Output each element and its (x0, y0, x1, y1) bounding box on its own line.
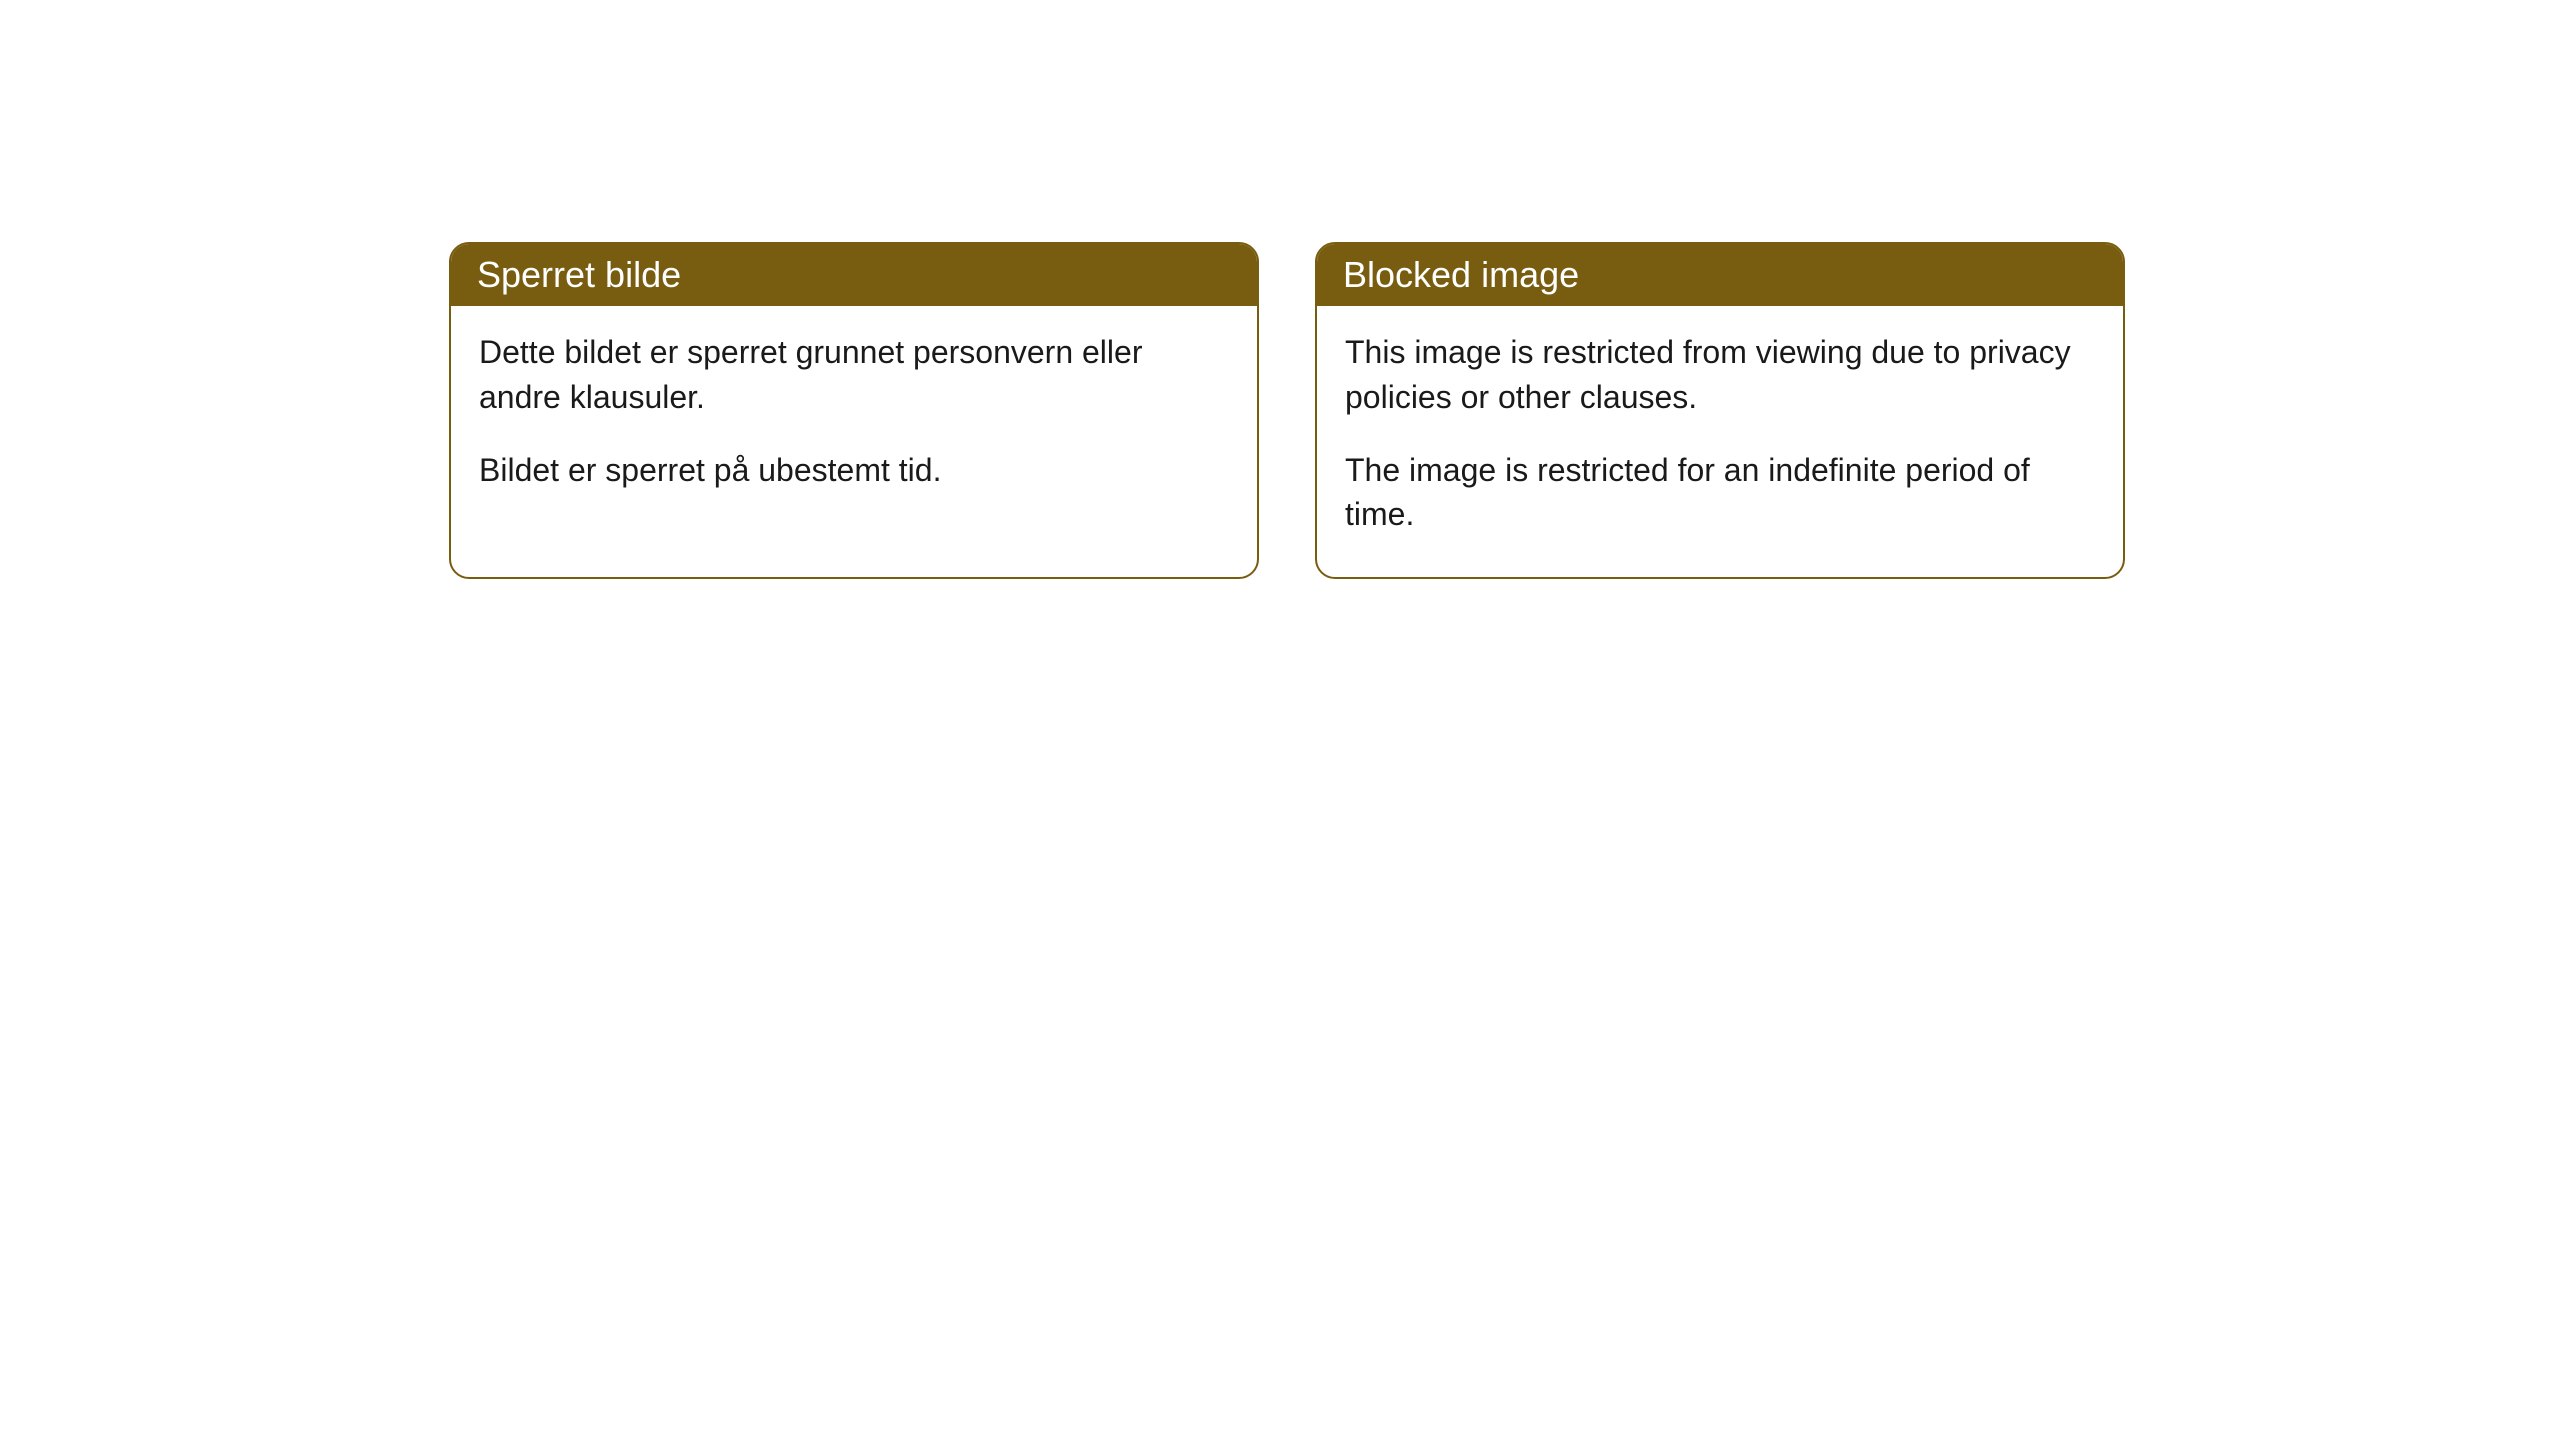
card-title-norwegian: Sperret bilde (477, 254, 681, 295)
card-body-english: This image is restricted from viewing du… (1317, 306, 2123, 577)
card-paragraph-1-english: This image is restricted from viewing du… (1345, 330, 2095, 420)
cards-container: Sperret bilde Dette bildet er sperret gr… (449, 242, 2125, 579)
card-title-english: Blocked image (1343, 254, 1579, 295)
card-header-english: Blocked image (1317, 244, 2123, 306)
card-paragraph-1-norwegian: Dette bildet er sperret grunnet personve… (479, 330, 1229, 420)
card-paragraph-2-english: The image is restricted for an indefinit… (1345, 448, 2095, 538)
card-norwegian: Sperret bilde Dette bildet er sperret gr… (449, 242, 1259, 579)
card-body-norwegian: Dette bildet er sperret grunnet personve… (451, 306, 1257, 532)
card-english: Blocked image This image is restricted f… (1315, 242, 2125, 579)
card-header-norwegian: Sperret bilde (451, 244, 1257, 306)
card-paragraph-2-norwegian: Bildet er sperret på ubestemt tid. (479, 448, 1229, 493)
